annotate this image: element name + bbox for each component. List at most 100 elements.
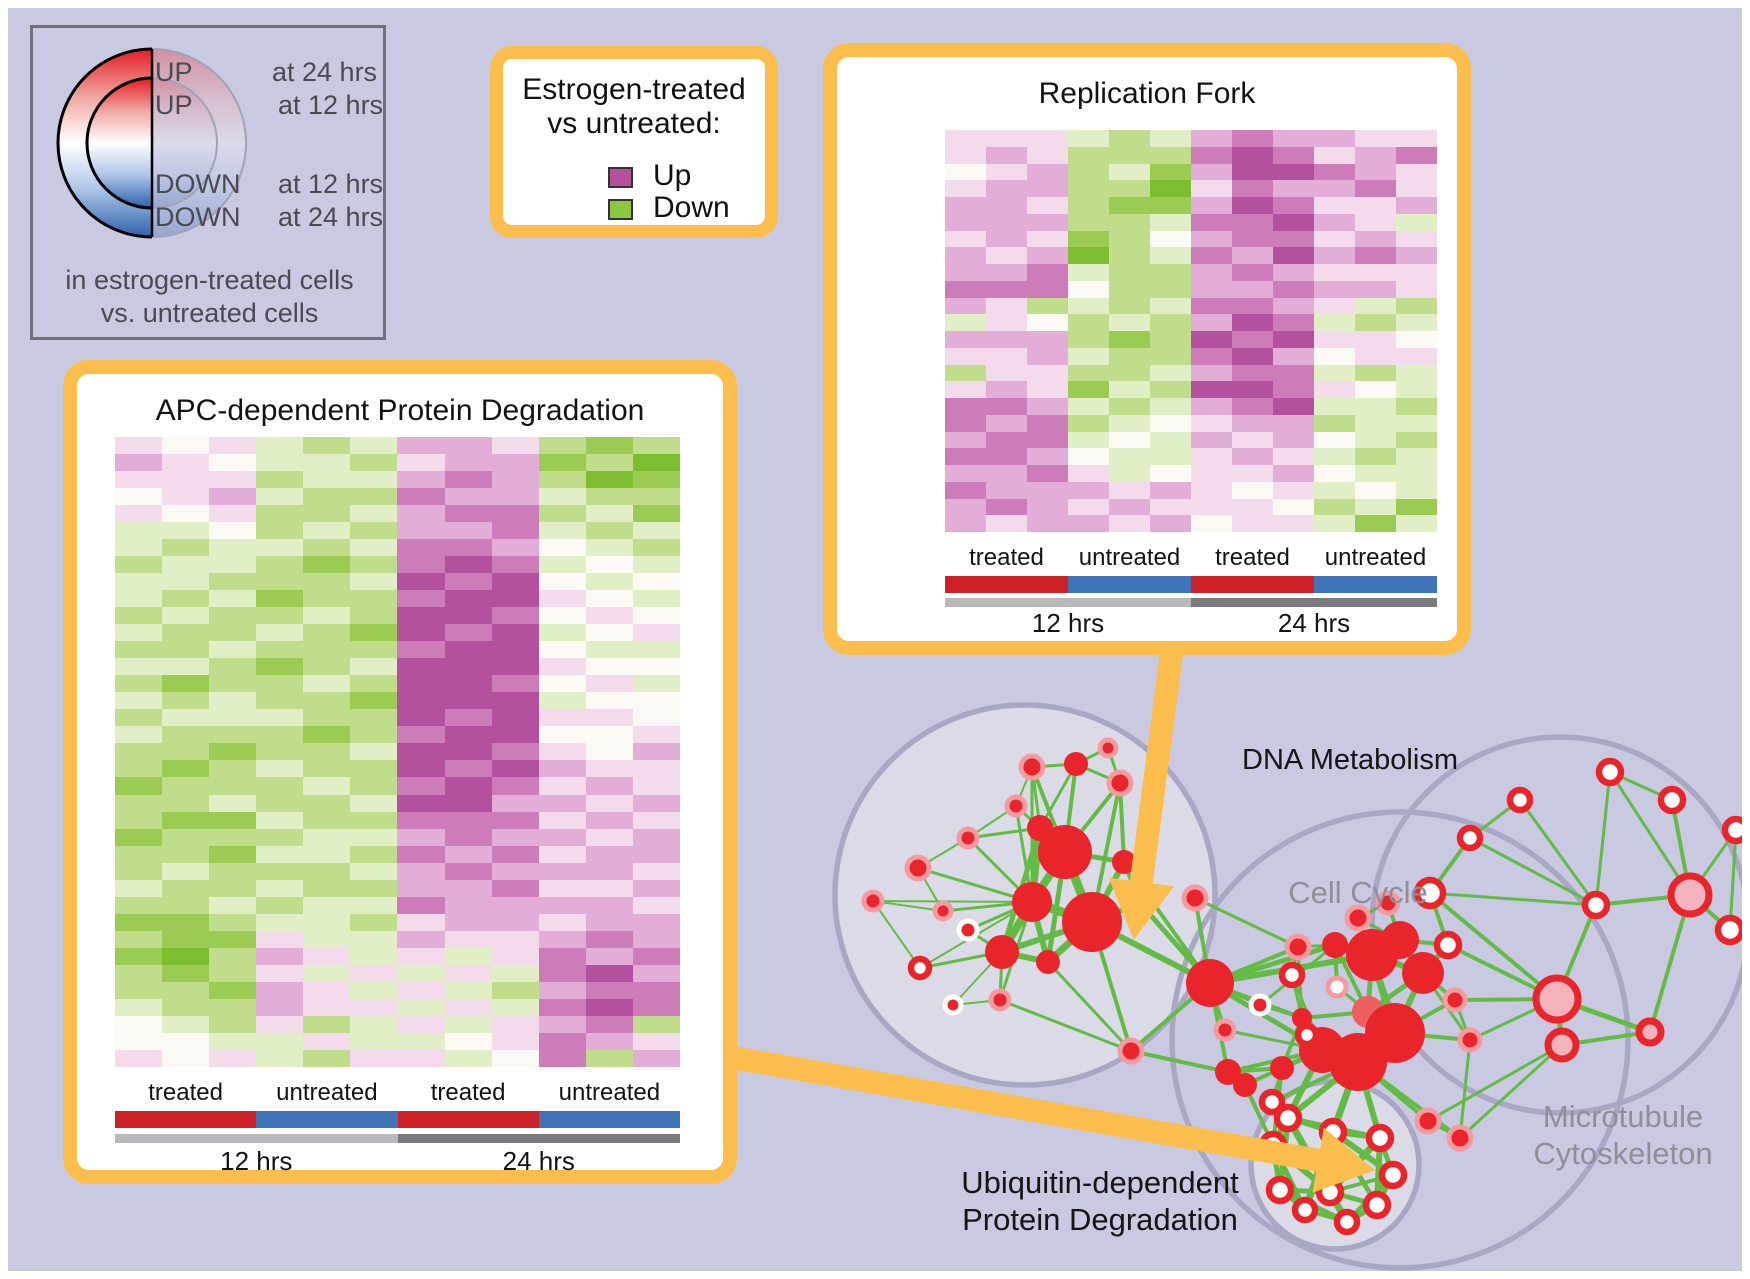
heatmap-cell: [538, 471, 586, 489]
heatmap-cell: [1273, 498, 1314, 516]
heatmap-cell: [491, 454, 539, 472]
heatmap-cell: [632, 505, 680, 523]
heatmap-cell: [538, 811, 586, 829]
heatmap-cell: [1396, 197, 1437, 214]
heatmap-cell: [1232, 180, 1273, 197]
condition-bar-segment: [256, 1111, 398, 1128]
gene-node: [1381, 921, 1419, 959]
gene-node: [1292, 1008, 1312, 1028]
interaction-edge: [1227, 1048, 1323, 1074]
interaction-edge: [872, 900, 1033, 903]
interaction-edge: [1453, 999, 1472, 1041]
heatmap-cell: [350, 828, 398, 846]
heatmap-cell: [115, 743, 163, 761]
heatmap-cell: [350, 743, 398, 761]
heatmap-cell: [538, 607, 586, 625]
interaction-edge: [1556, 996, 1651, 1035]
interaction-edge: [1118, 782, 1126, 863]
interaction-edge: [1138, 901, 1212, 985]
condition-bar-segment: [538, 1111, 680, 1128]
interaction-edge: [1428, 891, 1559, 1001]
gene-node: [956, 826, 980, 850]
heatmap-cell: [1068, 498, 1109, 516]
heatmap-cell: [115, 675, 163, 693]
heatmap-cell: [444, 896, 492, 914]
interaction-edge: [1370, 936, 1402, 959]
heatmap-cell: [1273, 448, 1314, 465]
heatmap-cell: [350, 777, 398, 795]
heatmap-cell: [632, 964, 680, 982]
interaction-edge: [1015, 766, 1033, 807]
interaction-edge: [1336, 985, 1369, 1014]
heatmap-cell: [1068, 197, 1109, 214]
heatmap-cell: [1027, 213, 1068, 231]
gene-node: [1036, 950, 1060, 974]
heatmap-cell: [632, 675, 680, 693]
interaction-edge: [998, 951, 1004, 1001]
interaction-edge: [1421, 972, 1472, 1041]
heatmap-cell: [209, 471, 257, 489]
interaction-edge: [1333, 944, 1339, 988]
heatmap-cell: [1314, 398, 1355, 415]
interaction-edge: [1270, 1100, 1290, 1120]
heatmap-cell: [115, 862, 163, 880]
heatmap-cell: [585, 641, 633, 659]
heatmap-cell: [444, 760, 492, 778]
heatmap-cell: [115, 1015, 163, 1033]
heatmap-cell: [115, 726, 163, 744]
heatmap-cell: [585, 522, 633, 540]
heatmap-cell: [632, 913, 680, 931]
heatmap-cell: [303, 845, 351, 863]
heatmap-cell: [350, 1015, 398, 1033]
cluster-ubiquitin-degradation: [1248, 1078, 1422, 1252]
legend-footer-line2: vs. untreated cells: [100, 298, 319, 328]
heatmap-cell: [632, 437, 680, 455]
heatmap-cell: [303, 505, 351, 523]
heatmap-cell: [1027, 314, 1068, 331]
heatmap-cell: [1068, 331, 1109, 348]
gene-node: [956, 918, 980, 942]
heatmap-cell: [585, 590, 633, 608]
gene-node: [1097, 737, 1119, 759]
heatmap-cell: [397, 760, 445, 778]
heatmap-cell: [350, 930, 398, 948]
heatmap-cell: [1314, 297, 1355, 315]
interaction-edge: [1365, 954, 1375, 1013]
heatmap-cell: [632, 522, 680, 540]
heatmap-cell: [632, 794, 680, 812]
heatmap-cell: [1396, 180, 1437, 197]
heatmap-cell: [444, 454, 492, 472]
heatmap-cell: [538, 454, 586, 472]
heatmap-cell: [115, 607, 163, 625]
heatmap-cell: [1027, 146, 1068, 164]
gene-node: [1181, 884, 1209, 912]
heatmap-cell: [444, 998, 492, 1016]
interaction-edge: [966, 836, 1034, 904]
heatmap-cell: [209, 539, 257, 557]
time-label: 24 hrs: [1277, 608, 1351, 638]
heatmap-cell: [303, 743, 351, 761]
heatmap-cell: [1068, 414, 1109, 432]
gene-node: [1456, 824, 1484, 852]
gene-node: [1315, 1177, 1345, 1207]
interaction-edge: [1106, 747, 1122, 784]
heatmap-cell: [444, 607, 492, 625]
heatmap-cell: [1109, 280, 1150, 298]
heatmap-cell: [1150, 431, 1191, 449]
cluster-dna-metabolism: [832, 702, 1218, 1088]
ubiquitin-label-line2: Protein Degradation: [962, 1202, 1238, 1237]
heatmap-cell: [945, 414, 986, 432]
heatmap-cell: [1355, 331, 1396, 348]
heatmap-cell: [585, 488, 633, 506]
heatmap-cell: [162, 488, 210, 506]
heatmap-cell: [1314, 163, 1355, 181]
interaction-edge: [1670, 799, 1692, 896]
cluster-microtubule-cytoskeleton: [1369, 734, 1742, 1116]
heatmap-cell: [162, 505, 210, 523]
gene-node: [1064, 752, 1088, 776]
heatmap-cell: [115, 896, 163, 914]
heatmap-cell: [209, 709, 257, 727]
heatmap-cell: [303, 556, 351, 574]
connector-arrow-head: [1312, 1127, 1376, 1193]
heatmap-cell: [1314, 347, 1355, 365]
